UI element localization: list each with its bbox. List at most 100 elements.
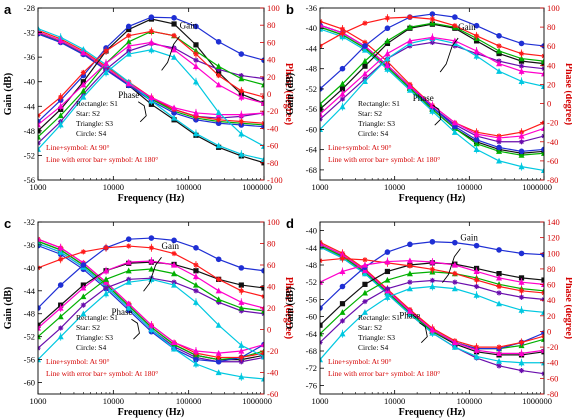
phase-point bbox=[473, 146, 480, 153]
phase-point bbox=[80, 49, 87, 56]
gain-point bbox=[339, 255, 346, 262]
legend-entry: Star: S2 bbox=[358, 323, 382, 332]
gain-point bbox=[384, 268, 391, 275]
gain-point bbox=[215, 63, 222, 69]
series-group bbox=[38, 235, 264, 382]
y-left-tick-label: -48 bbox=[306, 260, 317, 270]
gain-point bbox=[148, 235, 155, 241]
legend-note: Line+symbol: At 90° bbox=[328, 357, 391, 366]
y-right-tick-label: 0 bbox=[547, 99, 551, 109]
series-group bbox=[38, 14, 264, 166]
gain-point bbox=[496, 247, 502, 253]
phase-point bbox=[406, 307, 413, 314]
gain-point bbox=[216, 69, 222, 76]
legend-entry: Triangle: S3 bbox=[76, 119, 113, 128]
phase-point bbox=[215, 358, 222, 365]
x-axis-label: Frequency (Hz) bbox=[118, 193, 185, 204]
gain-point bbox=[339, 80, 346, 87]
gain-point bbox=[496, 47, 503, 54]
y-right-tick-label: 20 bbox=[267, 303, 276, 313]
x-tick-label: 10000 bbox=[384, 396, 405, 406]
phase-point bbox=[125, 300, 132, 307]
phase-point bbox=[193, 356, 199, 363]
y-right-tick-label: -80 bbox=[547, 389, 558, 399]
phase-point bbox=[148, 94, 155, 101]
phase-point bbox=[215, 142, 222, 149]
y-right-tick-label: 40 bbox=[267, 282, 276, 292]
gain-point bbox=[80, 293, 87, 300]
gain-point bbox=[361, 57, 368, 64]
gain-point bbox=[320, 126, 323, 133]
legend-note: Line with error bar+ symbol: At 180° bbox=[328, 155, 440, 164]
x-tick-label: 10000 bbox=[103, 182, 124, 192]
gain-point bbox=[261, 100, 264, 106]
legend-entry: Triangle: S3 bbox=[76, 333, 113, 342]
phase-point bbox=[518, 367, 525, 374]
y-left-tick-label: -68 bbox=[306, 165, 317, 175]
gain-point bbox=[193, 57, 199, 63]
y-right-tick-label: 20 bbox=[547, 79, 556, 89]
gain-point bbox=[215, 38, 222, 45]
y-right-tick-label: 40 bbox=[547, 295, 556, 305]
gain-point bbox=[80, 81, 87, 88]
gain-point bbox=[541, 57, 544, 64]
y-right-tick-label: -20 bbox=[267, 346, 278, 356]
phase-point bbox=[429, 326, 436, 333]
gain-point bbox=[339, 309, 346, 315]
y-left-tick-label: -52 bbox=[24, 332, 35, 342]
phase-point bbox=[451, 119, 458, 126]
legend-entry: Star: S2 bbox=[76, 109, 100, 118]
gain-point bbox=[518, 63, 525, 69]
gain-point bbox=[452, 271, 458, 277]
phase-annotation: Phase bbox=[399, 311, 420, 321]
plot-frame bbox=[319, 221, 545, 395]
gain-point bbox=[452, 239, 458, 246]
legend-entry: Rectangle: S1 bbox=[358, 313, 400, 322]
y-left-tick-label: -44 bbox=[306, 43, 318, 53]
phase-point bbox=[148, 322, 155, 328]
x-axis-label: Frequency (Hz) bbox=[399, 193, 466, 204]
phase-point bbox=[518, 163, 525, 170]
gain-point bbox=[518, 68, 525, 74]
gain-line-6 bbox=[320, 285, 544, 360]
gain-point bbox=[361, 309, 368, 315]
legend-note: Line with error bar+ symbol: At 180° bbox=[46, 369, 158, 378]
gain-point bbox=[496, 43, 502, 49]
gain-point bbox=[451, 37, 458, 44]
gain-point bbox=[103, 285, 109, 291]
gain-point bbox=[238, 265, 245, 271]
gain-point bbox=[261, 57, 264, 64]
phase-point bbox=[473, 140, 480, 147]
y-left-tick-label: -56 bbox=[306, 104, 317, 114]
gain-point bbox=[238, 308, 244, 314]
y-right-axis-label: Phase (degree) bbox=[563, 277, 572, 339]
y-left-tick-label: -36 bbox=[306, 3, 317, 13]
gain-point bbox=[192, 63, 199, 69]
y-left-tick-label: -52 bbox=[306, 277, 317, 287]
phase-point bbox=[496, 134, 503, 141]
phase-line-3 bbox=[320, 26, 544, 156]
gain-point bbox=[361, 261, 368, 268]
gain-series-7 bbox=[38, 256, 264, 331]
phase-point bbox=[473, 130, 480, 137]
gain-point bbox=[80, 302, 86, 308]
legend-note: Line with error bar+ symbol: At 180° bbox=[46, 155, 158, 164]
gain-point bbox=[80, 310, 87, 317]
y-left-tick-label: -72 bbox=[306, 363, 317, 373]
phase-point bbox=[238, 373, 245, 380]
y-right-tick-label: 120 bbox=[547, 233, 560, 243]
panel-letter: a bbox=[4, 2, 12, 17]
y-left-axis-label: Gain (dB) bbox=[285, 73, 296, 116]
phase-point bbox=[216, 117, 222, 123]
legend-entry: Circle: S4 bbox=[76, 343, 106, 352]
phase-point bbox=[496, 344, 502, 350]
gain-point bbox=[384, 37, 391, 44]
y-right-tick-label: 80 bbox=[267, 20, 276, 30]
gain-point bbox=[215, 256, 222, 263]
y-right-tick-label: -100 bbox=[267, 175, 283, 185]
phase-point bbox=[518, 139, 525, 145]
y-right-tick-label: 40 bbox=[547, 60, 556, 70]
